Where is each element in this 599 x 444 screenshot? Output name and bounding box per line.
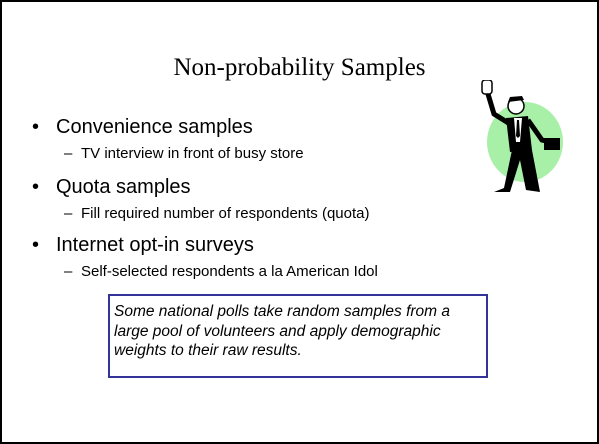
note-line: Some national polls take random samples … [114, 303, 450, 320]
phone [481, 80, 493, 95]
sub-marker: – [64, 145, 73, 162]
sub-text: TV interview in front of busy store [81, 145, 304, 162]
bullet-text: Internet opt-in surveys [56, 234, 254, 256]
bullet-marker: • [32, 234, 40, 256]
bullet-text: Quota samples [56, 176, 191, 198]
sub-marker: – [64, 205, 73, 222]
sub-text: Self-selected respondents a la American … [81, 263, 378, 280]
note-line: large pool of volunteers and apply demog… [114, 322, 441, 340]
callout-box: Some national polls take random samples … [108, 294, 488, 378]
hat [508, 96, 524, 102]
briefcase [544, 138, 560, 150]
bullet-item: • Quota samples [32, 176, 191, 199]
sub-marker: – [64, 263, 73, 280]
sub-item: – Fill required number of respondents (qu… [64, 205, 370, 222]
sub-text: Fill required number of respondents (quo… [81, 205, 370, 222]
raised-arm [485, 93, 512, 127]
note-line: weights to their raw results. [114, 342, 302, 359]
bullet-marker: • [32, 116, 40, 138]
sub-item: – Self-selected respondents a la American… [64, 263, 378, 280]
tie [516, 120, 520, 138]
sub-item: – TV interview in front of busy store [64, 145, 304, 162]
legs [494, 150, 540, 192]
bullet-marker: • [32, 176, 40, 198]
slide-title: Non-probability Samples [173, 54, 426, 81]
bullet-item: • Convenience samples [32, 116, 253, 139]
bullet-item: • Internet opt-in surveys [32, 234, 254, 257]
businessman-clipart [481, 80, 563, 192]
bullet-text: Convenience samples [56, 116, 253, 138]
